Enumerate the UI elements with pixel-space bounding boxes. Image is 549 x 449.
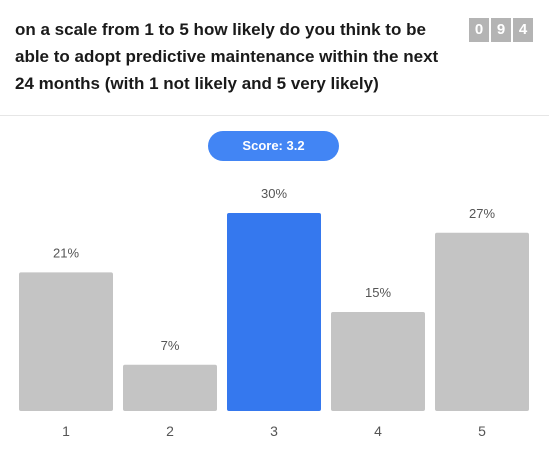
bar-3 <box>227 213 321 411</box>
counter-digit: 9 <box>491 18 511 42</box>
bar-1 <box>19 272 113 411</box>
x-tick-label: 3 <box>270 423 278 439</box>
counter-digit: 4 <box>513 18 533 42</box>
bar-2 <box>123 364 217 411</box>
score-badge: Score: 3.2 <box>208 131 339 161</box>
response-counter: 0 9 4 <box>469 18 533 42</box>
counter-digit: 0 <box>469 18 489 42</box>
x-tick-label: 4 <box>374 423 382 439</box>
bar-value-label: 27% <box>469 206 495 221</box>
bar-value-label: 15% <box>365 285 391 300</box>
x-tick-label: 1 <box>62 423 70 439</box>
bar-4 <box>331 312 425 411</box>
bar-chart: 21% 1 7% 2 30% 3 15% 4 27% 5 <box>19 186 529 439</box>
question-text: on a scale from 1 to 5 how likely do you… <box>15 20 439 93</box>
bar-5 <box>435 232 529 411</box>
bar-value-label: 21% <box>53 245 79 260</box>
bar-value-label: 7% <box>161 338 180 353</box>
bar-value-label: 30% <box>261 186 287 201</box>
question-header: on a scale from 1 to 5 how likely do you… <box>0 0 549 116</box>
x-tick-label: 2 <box>166 423 174 439</box>
x-tick-label: 5 <box>478 423 486 439</box>
